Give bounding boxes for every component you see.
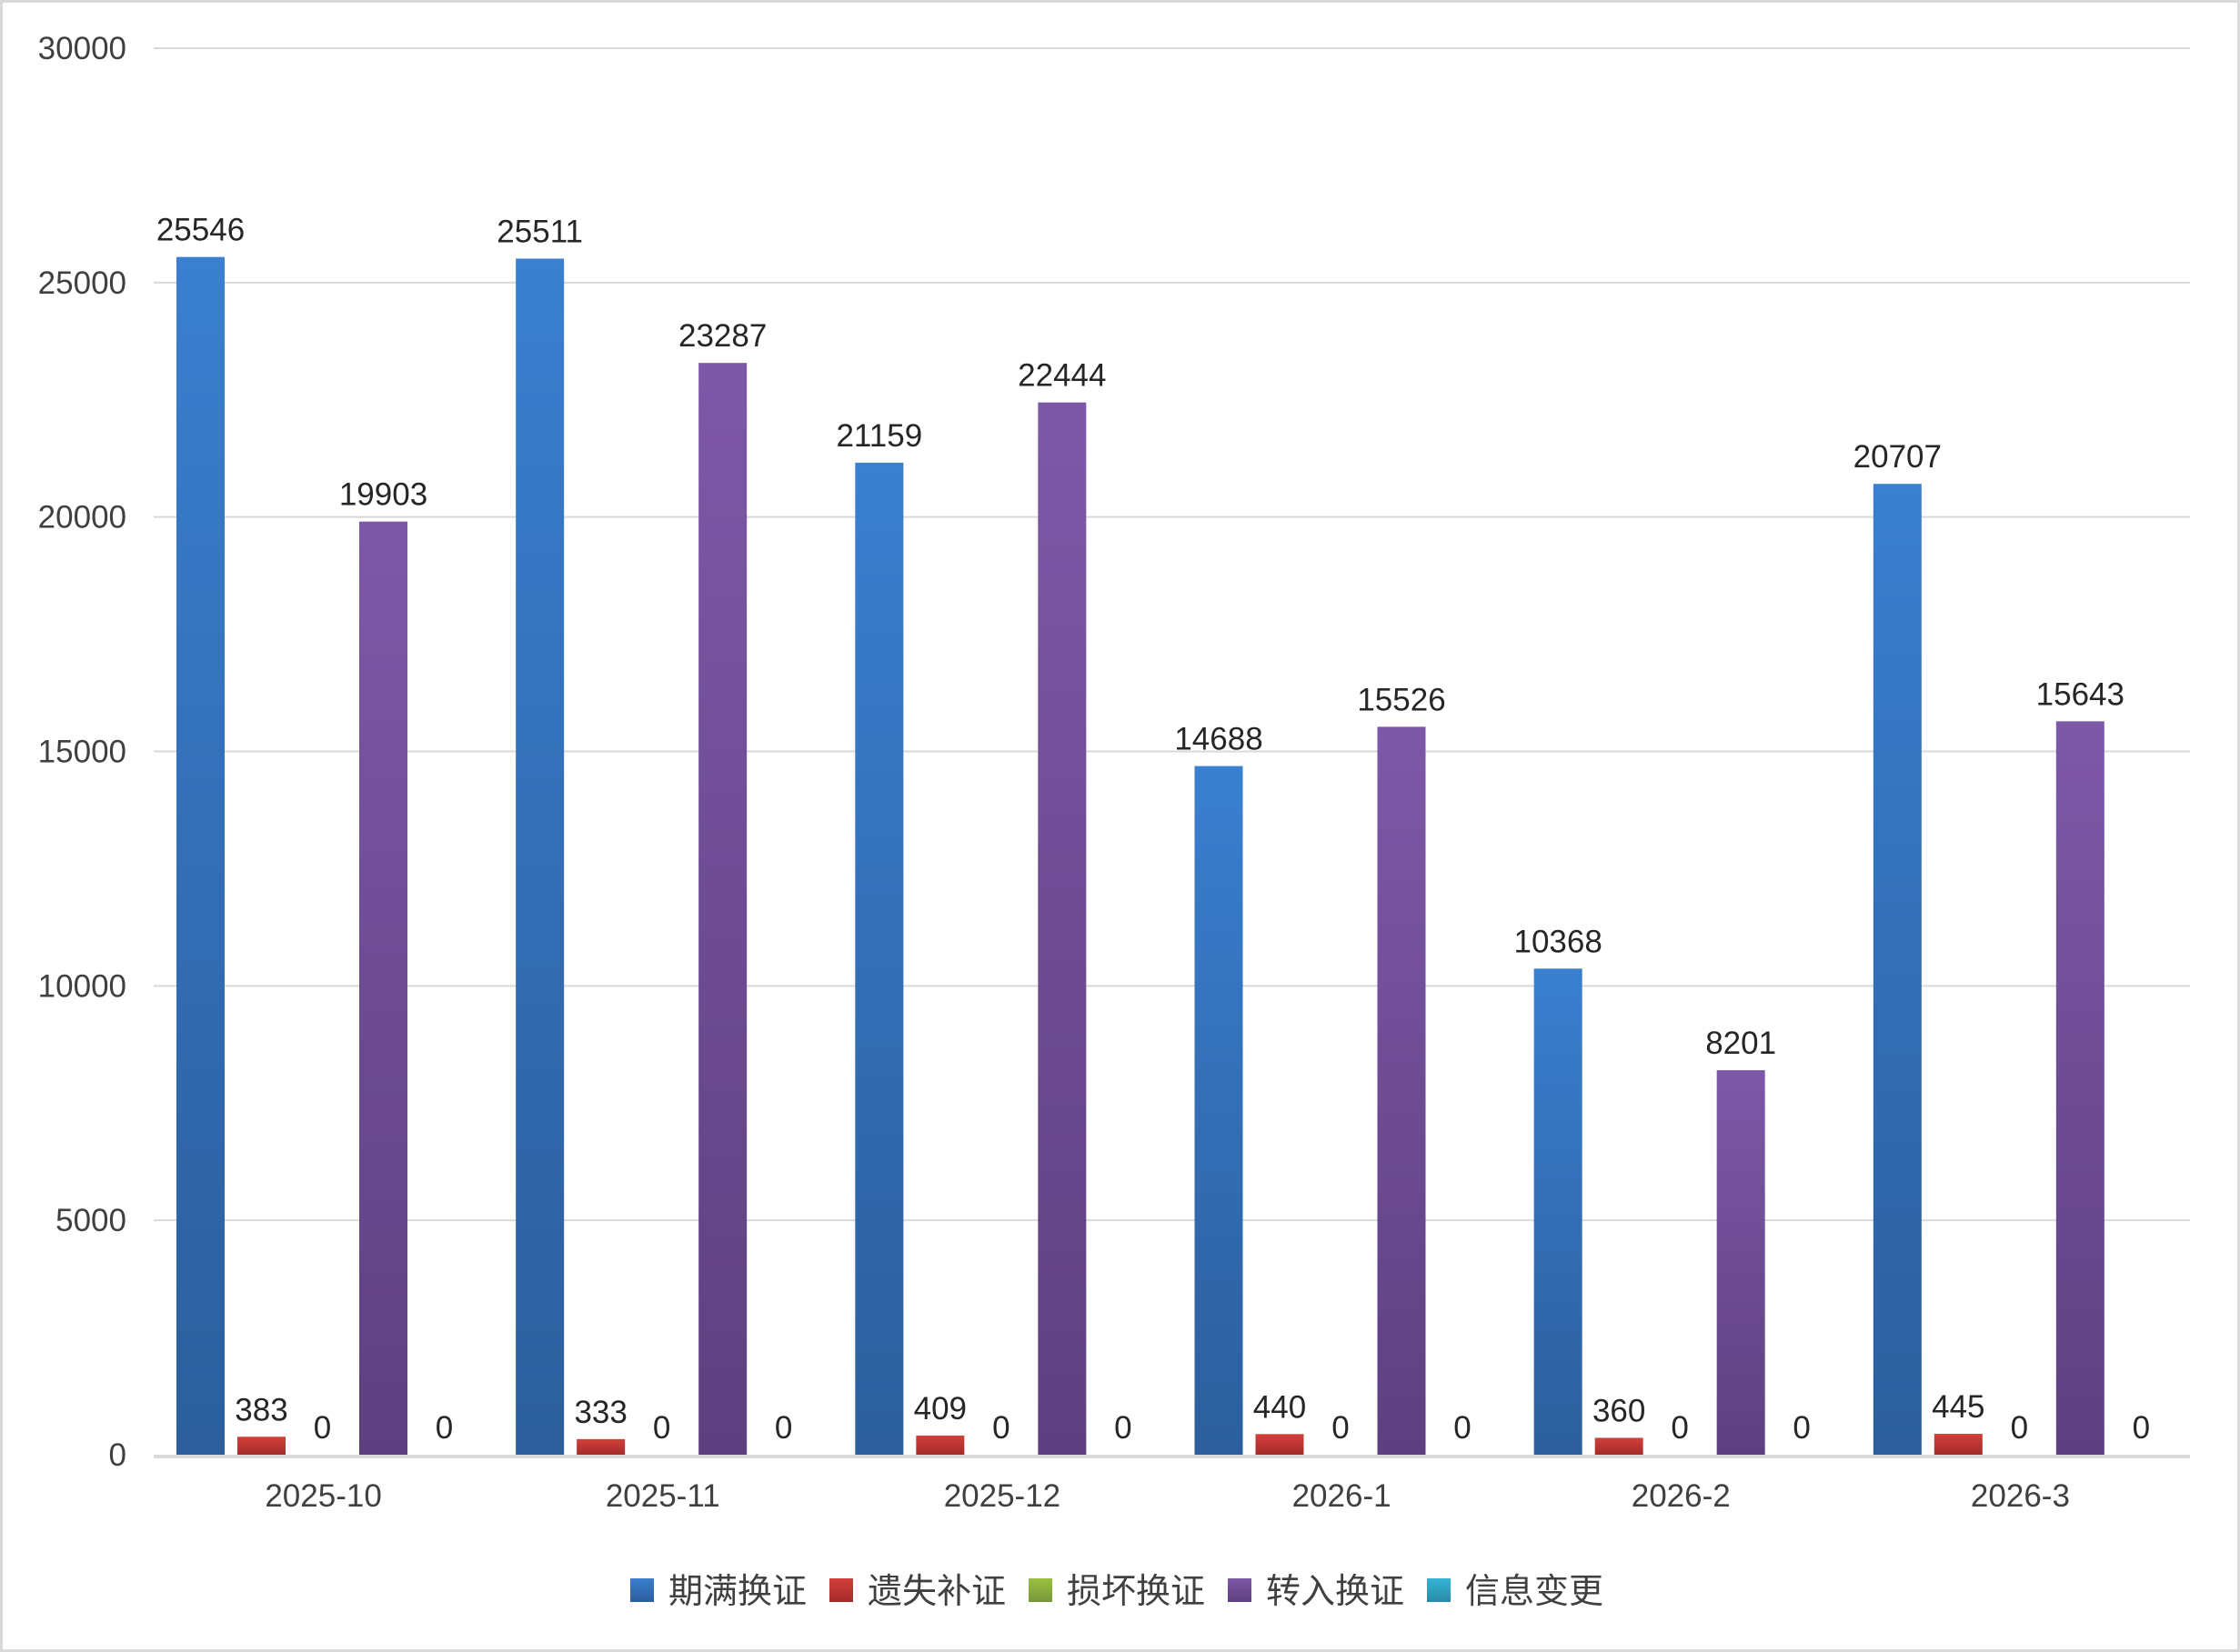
bar (855, 462, 904, 1456)
data-label: 0 (653, 1410, 670, 1446)
y-tick-label: 0 (109, 1437, 126, 1473)
legend-label: 损坏换证 (1067, 1573, 1205, 1611)
data-label: 0 (1331, 1410, 1349, 1446)
bar (359, 521, 407, 1455)
x-tick-label: 2026-1 (1292, 1478, 1391, 1514)
legend-item: 期满换证 (630, 1573, 807, 1611)
x-tick-label: 2025-11 (606, 1478, 720, 1514)
y-tick-label: 30000 (38, 31, 126, 66)
y-tick-label: 15000 (38, 735, 126, 770)
x-tick-label: 2026-2 (1632, 1478, 1731, 1514)
data-label: 14688 (1174, 722, 1262, 757)
bar (1533, 968, 1582, 1455)
legend-item: 遗失补证 (829, 1573, 1006, 1611)
data-label: 440 (1253, 1389, 1306, 1425)
bar (1194, 766, 1243, 1455)
data-label: 25511 (497, 214, 583, 249)
bars (176, 256, 2104, 1456)
x-tick-label: 2025-12 (944, 1478, 1060, 1514)
data-label: 0 (775, 1410, 792, 1446)
bar (698, 363, 748, 1456)
bar (577, 1438, 626, 1455)
data-label: 0 (436, 1410, 453, 1446)
x-axis: 2025-10 2025-11 2025-12 2026-1 2026-2 2026-3 (154, 1455, 2190, 1514)
y-axis: 0 5000 10000 15000 20000 25000 30000 (38, 31, 126, 1473)
x-tick-label: 2026-3 (1971, 1478, 2070, 1514)
bar (1038, 402, 1087, 1456)
data-label: 15643 (2036, 676, 2124, 712)
data-label: 0 (2133, 1410, 2150, 1446)
data-label: 383 (235, 1392, 287, 1427)
data-label: 445 (1932, 1389, 1984, 1425)
bar (1255, 1434, 1304, 1455)
data-label: 360 (1592, 1393, 1645, 1428)
y-tick-label: 20000 (38, 500, 126, 536)
bar (516, 258, 565, 1455)
bar (1873, 484, 1922, 1456)
data-label: 409 (914, 1391, 967, 1427)
bar (237, 1437, 286, 1455)
legend-item: 信息变更 (1427, 1573, 1603, 1611)
x-tick-label: 2025-10 (265, 1478, 381, 1514)
y-tick-label: 5000 (55, 1203, 126, 1238)
data-label: 21159 (836, 418, 922, 454)
data-label: 0 (992, 1410, 1010, 1446)
data-label: 333 (574, 1395, 627, 1430)
data-label: 0 (314, 1410, 331, 1446)
data-label: 0 (1671, 1410, 1688, 1446)
data-label: 10368 (1514, 924, 1602, 959)
data-label: 0 (1114, 1410, 1131, 1446)
legend-label: 遗失补证 (868, 1573, 1006, 1611)
bar (1594, 1437, 1643, 1455)
data-label: 15526 (1357, 682, 1445, 717)
data-label: 0 (1793, 1410, 1810, 1446)
legend-item: 转入换证 (1228, 1573, 1404, 1611)
gridlines (154, 47, 2190, 1222)
data-label: 0 (2011, 1410, 2028, 1446)
y-tick-label: 10000 (38, 968, 126, 1004)
bar-chart: 0 5000 10000 15000 20000 25000 30000 25546 383 0… (38, 31, 2190, 1611)
data-label: 25546 (156, 213, 245, 248)
legend-swatch (1029, 1578, 1052, 1602)
legend-label: 转入换证 (1266, 1573, 1404, 1611)
y-tick-label: 25000 (38, 265, 126, 301)
legend-swatch (1228, 1578, 1251, 1602)
data-label: 0 (1453, 1410, 1471, 1446)
bar (176, 256, 225, 1455)
legend-item: 损坏换证 (1029, 1573, 1205, 1611)
data-label: 8201 (1705, 1026, 1776, 1061)
legend: 期满换证 遗失补证 损坏换证 转入换证 信息变更 (630, 1573, 1603, 1611)
data-label: 20707 (1853, 439, 1942, 475)
bar (1716, 1070, 1765, 1455)
bar (916, 1435, 965, 1455)
data-label: 22444 (1018, 358, 1106, 394)
legend-swatch (829, 1578, 853, 1602)
bar (2055, 721, 2104, 1455)
bar (1377, 726, 1426, 1455)
legend-swatch (630, 1578, 654, 1602)
data-labels: 25546 383 0 19903 0 25511 333 0 23287 0 21159 409 0 2… (156, 213, 2150, 1446)
data-label: 23287 (678, 318, 767, 354)
legend-label: 期满换证 (668, 1573, 807, 1611)
legend-label: 信息变更 (1465, 1573, 1603, 1611)
legend-swatch (1427, 1578, 1451, 1602)
data-label: 19903 (339, 477, 427, 513)
bar (1934, 1434, 1983, 1455)
